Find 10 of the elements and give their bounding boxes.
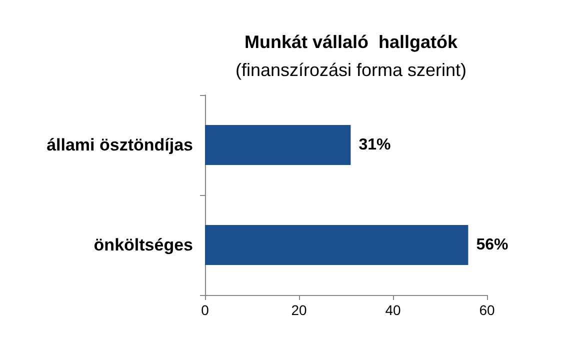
x-tick-label: 60 <box>479 302 495 318</box>
y-tick-label: önköltséges <box>94 236 193 254</box>
y-tick-label: állami ösztöndíjas <box>46 136 193 154</box>
x-tick-label: 0 <box>201 302 210 318</box>
data-label: 31% <box>358 136 391 154</box>
chart-title: Munkát vállaló hallgatók <box>244 32 459 52</box>
x-tick-label: 40 <box>385 302 401 318</box>
data-label: 56% <box>476 236 508 254</box>
x-tick-label: 20 <box>291 302 307 318</box>
chart-subtitle: (finanszírozási forma szerint) <box>235 60 467 80</box>
